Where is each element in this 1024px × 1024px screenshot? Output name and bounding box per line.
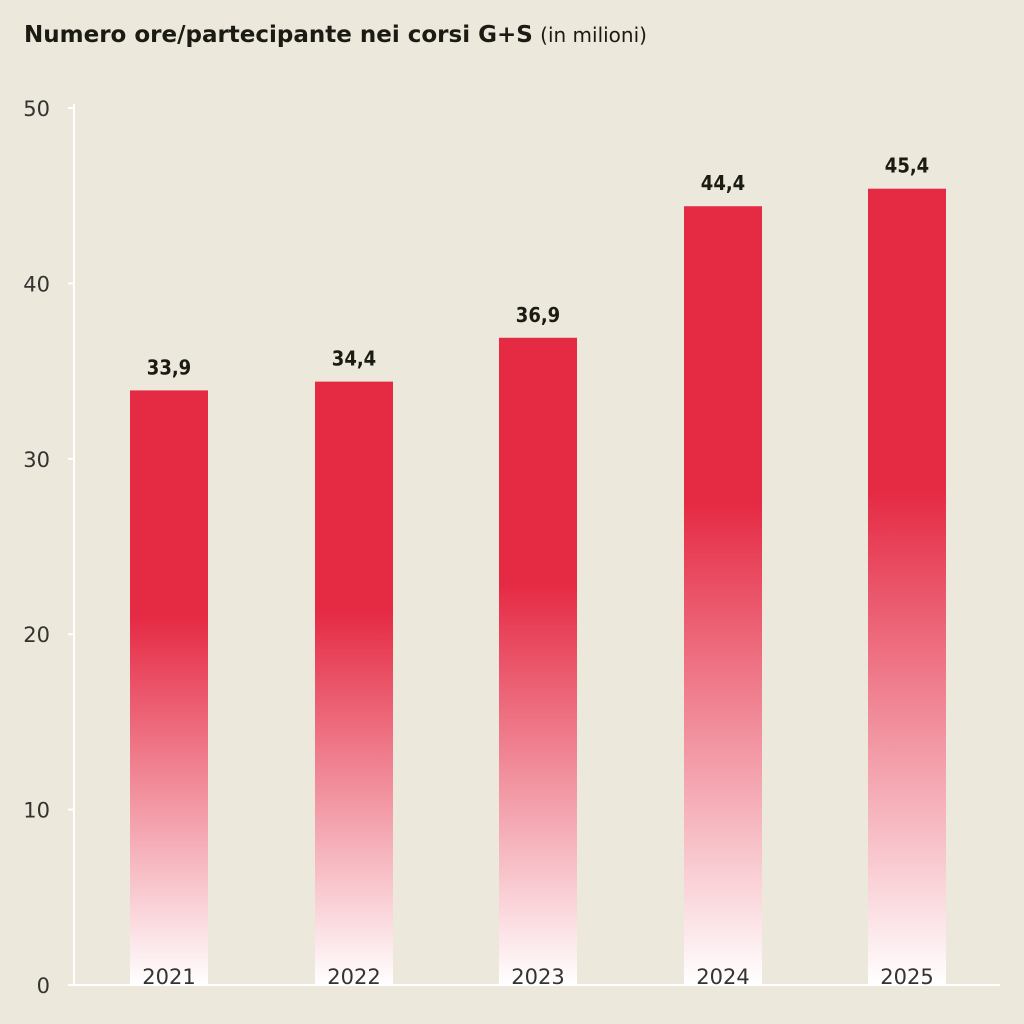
x-tick-label-2022: 2022 [327, 965, 380, 989]
x-tick-label-2021: 2021 [142, 965, 195, 989]
bar-2022 [315, 381, 393, 985]
x-tick-label-2023: 2023 [511, 965, 564, 989]
labels-group: 33,9 2021 34,4 2022 36,9 2023 44,4 2024 45,4 2025… [23, 97, 933, 998]
y-tick-label-20: 20 [23, 623, 50, 647]
chart-title-main: Numero ore/partecipante nei corsi G+S [24, 22, 533, 48]
value-label-2025: 45,4 [885, 154, 929, 178]
bar-2024 [684, 206, 762, 985]
x-tick-label-2025: 2025 [880, 965, 933, 989]
bar-2023 [499, 337, 577, 985]
value-label-2021: 33,9 [147, 355, 191, 379]
bars-group [130, 188, 946, 985]
y-tick-label-30: 30 [23, 448, 50, 472]
chart-title-unit: (in milioni) [540, 23, 647, 47]
chart-title: Numero ore/partecipante nei corsi G+S (i… [24, 22, 647, 48]
value-label-2023: 36,9 [516, 303, 560, 327]
y-tick-label-10: 10 [23, 799, 50, 823]
value-label-2022: 34,4 [332, 347, 376, 371]
bar-2025 [868, 188, 946, 985]
axes-group [68, 104, 1000, 986]
y-tick-label-40: 40 [23, 272, 50, 296]
y-tick-label-50: 50 [23, 97, 50, 121]
value-label-2024: 44,4 [701, 171, 745, 195]
x-tick-label-2024: 2024 [696, 965, 749, 989]
bar-2021 [130, 390, 208, 985]
y-tick-label-0: 0 [37, 974, 50, 998]
